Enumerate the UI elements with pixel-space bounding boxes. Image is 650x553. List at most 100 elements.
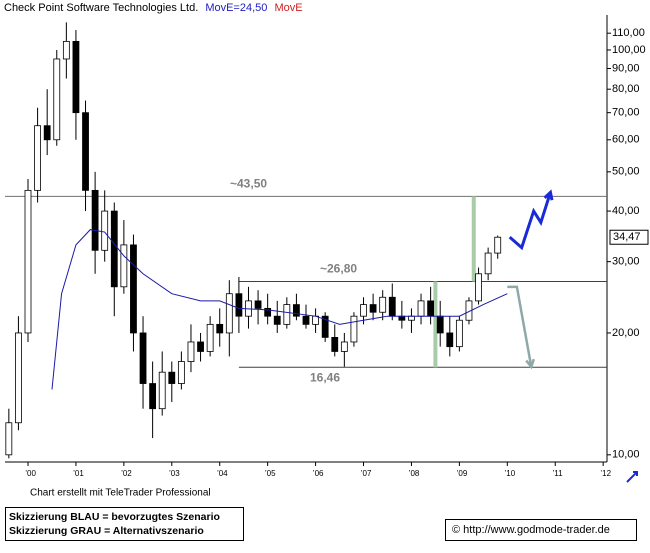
x-tick-apostrophe: ’ bbox=[169, 469, 171, 478]
level-label: ~43,50 bbox=[230, 176, 267, 190]
footer: Chart erstellt mit TeleTrader Profession… bbox=[30, 488, 211, 499]
last-price-box bbox=[609, 229, 649, 245]
x-tick-label: 01 bbox=[75, 469, 84, 478]
candle-body bbox=[187, 341, 195, 362]
x-tick-label: 11 bbox=[554, 469, 563, 478]
candle-body bbox=[417, 300, 425, 317]
x-tick-label: 12 bbox=[602, 469, 611, 478]
candle-body bbox=[436, 315, 444, 334]
icon[interactable] bbox=[626, 471, 638, 483]
x-tick-apostrophe: ’ bbox=[457, 469, 459, 478]
copyright: © http://www.godmode-trader.de bbox=[452, 524, 610, 536]
moving-average bbox=[51, 229, 508, 390]
x-tick-apostrophe: ’ bbox=[265, 469, 267, 478]
candle-body bbox=[321, 315, 329, 338]
x-tick-apostrophe: ’ bbox=[73, 469, 75, 478]
copyright-box bbox=[445, 519, 637, 541]
candle-body bbox=[149, 383, 157, 410]
y-tick-label: 80,00 bbox=[612, 83, 640, 95]
candle-body bbox=[62, 40, 70, 60]
x-tick-label: 05 bbox=[267, 469, 276, 478]
x-tick-label: 09 bbox=[458, 469, 467, 478]
legend-line: Skizzierung GRAU = Alternativszenario bbox=[9, 525, 204, 537]
candle-body bbox=[168, 371, 176, 384]
legend-box bbox=[5, 507, 244, 541]
candle-body bbox=[177, 361, 185, 384]
x-tick-label: 00 bbox=[27, 469, 36, 478]
x-tick-apostrophe: ’ bbox=[361, 469, 363, 478]
candle-body bbox=[235, 293, 243, 317]
candle-body bbox=[225, 293, 233, 334]
candle-body bbox=[139, 332, 147, 384]
candle-body bbox=[302, 315, 310, 325]
x-tick-apostrophe: ’ bbox=[600, 469, 602, 478]
candle-body bbox=[388, 296, 396, 317]
candle-body bbox=[72, 40, 80, 114]
x-tick-label: 06 bbox=[315, 469, 324, 478]
x-tick-apostrophe: ’ bbox=[505, 469, 507, 478]
candle-body bbox=[379, 296, 387, 313]
y-tick-label: 10,00 bbox=[612, 449, 640, 461]
candle-body bbox=[5, 422, 13, 456]
chart-title: Check Point Software Technologies Ltd. M… bbox=[4, 2, 303, 14]
candle-body bbox=[408, 315, 415, 321]
candle-body bbox=[331, 336, 339, 352]
candle-body bbox=[494, 236, 502, 254]
candle-body bbox=[398, 315, 406, 321]
x-tick-apostrophe: ’ bbox=[25, 469, 27, 478]
candle-body bbox=[120, 244, 128, 288]
candle-body bbox=[15, 332, 22, 424]
scenario-arrowhead bbox=[543, 189, 554, 201]
x-tick-label: 07 bbox=[363, 469, 372, 478]
tool-icon[interactable] bbox=[622, 470, 640, 484]
x-tick-apostrophe: ’ bbox=[217, 469, 219, 478]
candle-body bbox=[446, 332, 454, 348]
candle-body bbox=[350, 315, 358, 343]
candle-body bbox=[24, 189, 32, 334]
x-tick-label: 03 bbox=[171, 469, 180, 478]
x-tick-label: 02 bbox=[123, 469, 132, 478]
candle-body bbox=[455, 319, 463, 348]
candle-body bbox=[197, 341, 204, 352]
candle-body bbox=[216, 323, 224, 334]
y-tick-label: 100,00 bbox=[612, 44, 646, 56]
candle-body bbox=[475, 273, 482, 302]
y-tick-label: 60,00 bbox=[612, 134, 640, 146]
candle-body bbox=[91, 189, 99, 251]
x-tick-apostrophe: ’ bbox=[313, 469, 315, 478]
x-tick-label: 04 bbox=[219, 469, 228, 478]
candle-body bbox=[130, 244, 137, 334]
legend-line: Skizzierung BLAU = bevorzugtes Szenario bbox=[9, 511, 220, 523]
indicator-label: MovE=24,50 bbox=[205, 2, 267, 14]
y-tick-label: 70,00 bbox=[612, 107, 640, 119]
y-tick-label: 110,00 bbox=[612, 27, 645, 39]
x-tick-apostrophe: ’ bbox=[552, 469, 554, 478]
candle-body bbox=[82, 112, 89, 191]
candle-body bbox=[273, 315, 281, 325]
candle-body bbox=[254, 300, 262, 309]
scenario-path bbox=[508, 191, 552, 251]
candle-body bbox=[158, 371, 166, 410]
y-tick-label: 90,00 bbox=[612, 62, 640, 74]
candle-body bbox=[101, 210, 109, 251]
candle-body bbox=[360, 304, 367, 317]
x-tick-apostrophe: ’ bbox=[409, 469, 411, 478]
level-label: 16,46 bbox=[310, 370, 340, 384]
last-price-label: 34,47 bbox=[613, 231, 641, 243]
y-tick-label: 30,00 bbox=[612, 256, 640, 268]
indicator-name: MovE bbox=[274, 2, 302, 14]
candle-body bbox=[369, 304, 377, 313]
candle-body bbox=[293, 304, 300, 317]
candle-body bbox=[340, 341, 348, 352]
candle-body bbox=[283, 304, 291, 325]
candle-body bbox=[206, 323, 214, 352]
candle-body bbox=[427, 300, 435, 317]
x-tick-apostrophe: ’ bbox=[121, 469, 123, 478]
candle-body bbox=[264, 307, 272, 317]
y-tick-label: 40,00 bbox=[612, 205, 640, 217]
candle-body bbox=[484, 252, 492, 275]
candle-body bbox=[34, 125, 41, 191]
scenario-arrowhead bbox=[525, 358, 535, 370]
